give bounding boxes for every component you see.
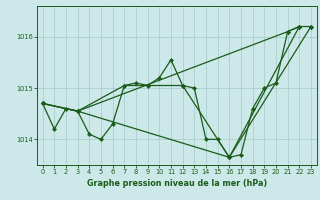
X-axis label: Graphe pression niveau de la mer (hPa): Graphe pression niveau de la mer (hPa) (87, 179, 267, 188)
